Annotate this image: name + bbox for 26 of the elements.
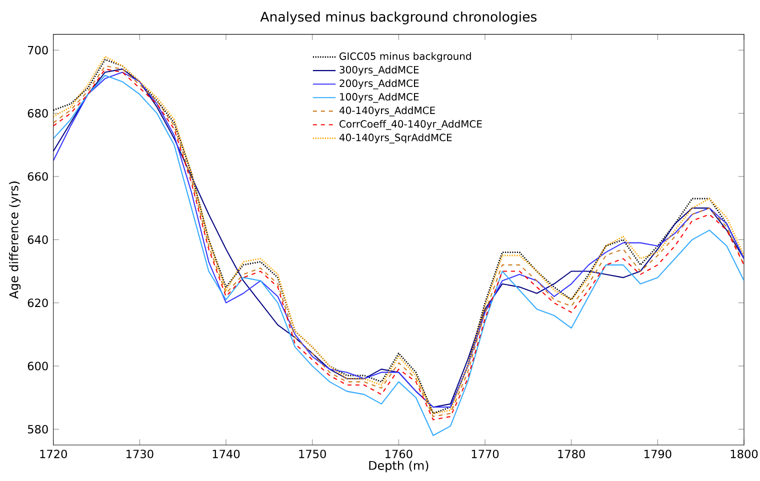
- x-tick-label: 1730: [126, 450, 154, 458]
- legend-label: 200yrs_AddMCE: [340, 79, 419, 90]
- x-tick-label: 1780: [558, 450, 585, 458]
- legend-label: 40-140yrs_SqrAddMCE: [339, 134, 452, 144]
- legend-label: 300yrs_AddMCE: [340, 66, 419, 76]
- x-tick-label: 1720: [40, 450, 67, 458]
- x-tick-label: 1750: [299, 450, 326, 458]
- legend-label: 100yrs_AddMCE: [340, 92, 419, 103]
- x-tick-label: 1790: [644, 450, 672, 458]
- legend-label: 40-140yrs_AddMCE: [339, 106, 435, 116]
- x-axis-title: Depth (m): [369, 460, 428, 472]
- y-tick-label: 640: [28, 235, 48, 244]
- y-tick-label: 680: [28, 109, 48, 118]
- y-tick-label: 700: [28, 46, 48, 54]
- y-axis-title: Age difference (yrs): [9, 182, 21, 299]
- x-tick-label: 1800: [730, 450, 758, 458]
- y-tick-label: 600: [28, 362, 48, 370]
- chart-title: Analysed minus background chronologies: [260, 11, 537, 24]
- legend-label: GICC05 minus background: [340, 52, 471, 62]
- x-tick-label: 1740: [212, 450, 240, 458]
- y-tick-label: 620: [28, 298, 48, 308]
- y-tick-label: 660: [28, 172, 48, 181]
- x-tick-label: 1770: [472, 450, 499, 458]
- y-tick-label: 580: [28, 424, 48, 434]
- legend-label: CorrCoeff_40-140yr_AddMCE: [340, 120, 482, 130]
- x-tick-label: 1760: [386, 450, 412, 458]
